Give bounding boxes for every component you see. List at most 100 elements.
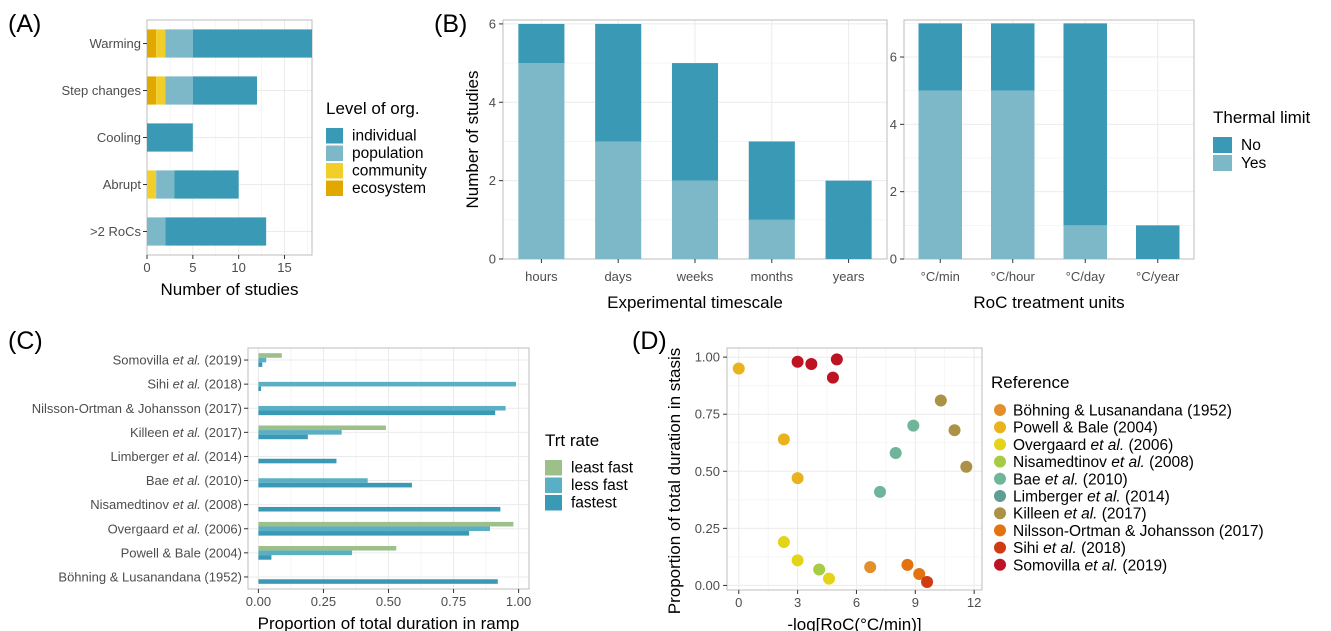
category-label-part: Killeen	[130, 425, 173, 440]
legend-label-part: (2006)	[1124, 437, 1173, 454]
scatter-point	[777, 433, 790, 446]
y-tick-label: 4	[489, 95, 496, 110]
y-tick-label: 0.75	[695, 407, 720, 422]
legend-swatch	[1213, 155, 1232, 171]
legend-label-part: Killeen	[1013, 506, 1064, 523]
bar	[147, 217, 166, 246]
bar	[258, 579, 498, 584]
panel-d-chart: 0 3 6 9 12 0.00 0.25 0.50 0.75 1.00 -log[RoC(°C/mi…	[665, 347, 1264, 631]
panel-border	[726, 347, 983, 591]
category-label-part: Böhning & Lusanandana (1952)	[58, 569, 242, 584]
bar	[258, 506, 501, 512]
legend-label-part: (2014)	[1121, 489, 1170, 506]
category-label-part: (2008)	[201, 497, 242, 512]
legend-label: Overgaard et al. (2006)	[1013, 437, 1173, 454]
legend-label-part: Nisamedtinov	[1013, 454, 1111, 471]
legend-swatch	[545, 477, 562, 493]
legend-swatch	[994, 404, 1006, 416]
x-axis-title: Experimental timescale	[607, 293, 783, 312]
legend-swatch	[326, 128, 343, 144]
legend-label-part: et al.	[1043, 540, 1077, 557]
scatter-point	[907, 419, 920, 432]
legend-label: Limberger et al. (2014)	[1013, 489, 1170, 506]
legend-label: Sihi et al. (2018)	[1013, 540, 1126, 557]
bar	[258, 550, 353, 556]
legend-label-part: Bae	[1013, 471, 1045, 488]
y-axis-title: Number of studies	[463, 71, 482, 209]
x-tick-label: 10	[231, 260, 245, 275]
x-tick-label: 0	[143, 260, 150, 275]
category-label: Warming	[89, 36, 141, 51]
x-tick-label: years	[833, 269, 865, 284]
bar	[991, 23, 1035, 91]
bar	[258, 521, 514, 527]
legend-swatch	[994, 438, 1006, 451]
x-axis-title: RoC treatment units	[973, 293, 1124, 312]
bar	[258, 531, 470, 536]
legend-label: Somovilla et al. (2019)	[1013, 557, 1167, 574]
bar	[258, 353, 282, 358]
scatter-point	[777, 536, 790, 549]
bar	[518, 63, 565, 260]
x-tick-label: °C/hour	[991, 269, 1036, 284]
bar	[165, 76, 193, 105]
category-label-part: Nisamedtinov	[90, 497, 172, 512]
legend-title: Level of org.	[326, 99, 420, 118]
x-tick-label: 9	[912, 595, 919, 610]
y-tick-label: 1.00	[695, 350, 720, 365]
y-tick-label: 0	[489, 252, 496, 267]
bar	[258, 458, 337, 464]
legend-swatch	[1213, 137, 1232, 153]
legend-label: Yes	[1241, 155, 1267, 172]
legend-label-part: Nilsson-Ortman & Johansson (2017)	[1013, 523, 1264, 540]
panel-label: (C)	[8, 327, 43, 355]
bar	[1136, 225, 1180, 259]
x-tick-label: months	[750, 269, 793, 284]
panel-label: (B)	[434, 10, 467, 38]
legend-label-part: et al.	[1064, 506, 1098, 523]
legend-label: population	[352, 145, 424, 162]
bar	[258, 430, 342, 435]
category-label-part: Bae	[146, 473, 173, 488]
bar	[258, 425, 386, 431]
category-label: Overgaard et al. (2006)	[108, 521, 242, 536]
scatter-point	[864, 561, 877, 574]
legend-label: Killeen et al. (2017)	[1013, 506, 1147, 523]
bar	[595, 23, 642, 142]
category-label-part: (2006)	[201, 521, 242, 536]
y-tick-label: 2	[890, 184, 897, 199]
bar	[147, 76, 157, 105]
category-label-part: Somovilla	[113, 353, 173, 368]
x-tick-label: 12	[967, 595, 981, 610]
y-tick-label: 0.00	[695, 578, 720, 593]
x-axis-title: Number of studies	[161, 280, 299, 299]
legend-label: Nilsson-Ortman & Johansson (2017)	[1013, 523, 1264, 540]
legend-swatch	[994, 558, 1006, 571]
x-tick-label: °C/year	[1136, 269, 1180, 284]
legend-label-part: (2010)	[1079, 471, 1128, 488]
legend-swatch	[994, 421, 1006, 434]
panel-labels: (A) (B) (C) (D)	[8, 10, 667, 355]
bar	[595, 141, 642, 259]
bar	[258, 381, 516, 387]
bar	[147, 29, 157, 58]
bar	[258, 386, 262, 392]
bar	[1063, 225, 1107, 259]
y-tick-label: 6	[489, 16, 496, 31]
scatter-point	[934, 394, 947, 407]
scatter-point	[805, 357, 818, 370]
y-tick-label: 0.50	[695, 464, 720, 479]
x-tick-label: 1.00	[506, 594, 531, 609]
category-label-part: Overgaard	[108, 521, 173, 536]
scatter-point	[791, 554, 804, 567]
bar	[165, 29, 193, 58]
scatter-point	[732, 362, 745, 375]
legend-label-part: Powell & Bale (2004)	[1013, 420, 1158, 437]
legend-swatch	[545, 495, 562, 511]
bar	[518, 23, 565, 64]
category-label-part: et al.	[173, 425, 201, 440]
scatter-point	[960, 460, 973, 473]
scatter-point	[823, 572, 835, 585]
panel-a-chart: Warming Step changes Cooling Abrupt >2 RoCs 0…	[61, 19, 427, 299]
